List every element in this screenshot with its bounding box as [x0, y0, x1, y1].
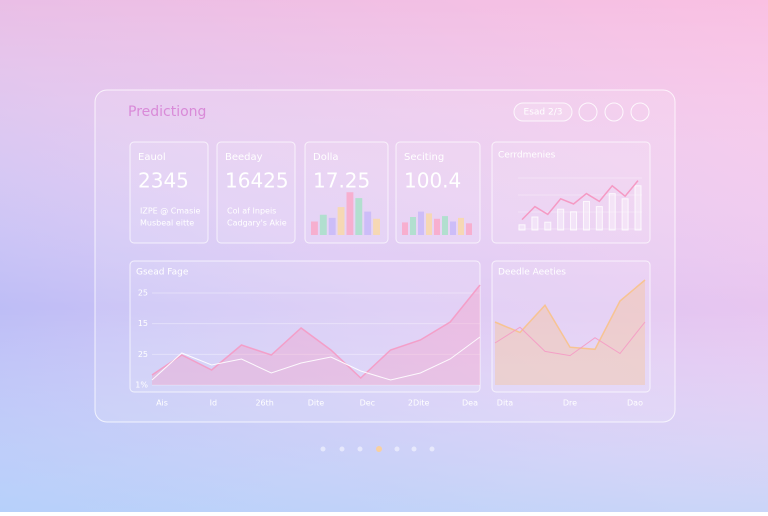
y-label: 25 [138, 289, 148, 298]
x-label: Id [210, 399, 217, 408]
mini-bar [518, 224, 526, 231]
mini-bar [346, 192, 354, 235]
page-dot[interactable] [429, 446, 435, 452]
card-caption: Cadgary's Akie [227, 219, 287, 228]
mini-bar [319, 214, 327, 235]
card-label: Beeday [225, 152, 263, 163]
page-dot[interactable] [411, 446, 417, 452]
x-label: 26th [255, 399, 273, 408]
mini-bar [426, 213, 432, 235]
mini-bar [442, 216, 448, 235]
card-label: Cerrdmenies [498, 151, 556, 161]
mini-bar [311, 221, 318, 235]
x-label: Dea [462, 399, 478, 408]
mini-bar [373, 218, 380, 235]
line [494, 279, 646, 351]
x-label: Dita [497, 399, 514, 408]
card-value: 2345 [138, 169, 189, 193]
card-value: 16425 [225, 169, 289, 193]
mini-bar [582, 200, 590, 231]
card [395, 141, 481, 244]
mini-bar [337, 207, 345, 235]
card-value: 100.4 [404, 169, 461, 193]
card-caption: Musbeal eitte [140, 219, 194, 228]
card-label: Dolla [313, 152, 339, 163]
mini-bar [570, 211, 578, 231]
mini-bar [402, 222, 408, 235]
page-dot[interactable] [357, 446, 363, 452]
card-label: Eauol [138, 152, 166, 163]
card [491, 260, 651, 393]
mini-bar [450, 221, 456, 235]
card [129, 260, 481, 393]
mini-bar [557, 208, 565, 231]
mini-bar [621, 198, 629, 231]
card [129, 141, 209, 244]
mini-bar [364, 211, 372, 235]
icon-button[interactable] [604, 102, 624, 122]
page-dot[interactable] [320, 446, 326, 452]
page-dot[interactable] [394, 446, 400, 452]
icon-button[interactable] [630, 102, 650, 122]
y-label: 25 [138, 350, 148, 359]
mini-bar [544, 221, 552, 231]
period-button[interactable] [513, 102, 573, 122]
mini-bar [608, 193, 616, 231]
x-label: 2Dite [408, 399, 430, 408]
x-label: Ais [156, 399, 168, 408]
pager [320, 446, 435, 452]
card-value: 17.25 [313, 169, 370, 193]
card-caption: IZPE @ Cmasie [140, 207, 200, 216]
mini-bar [418, 211, 424, 235]
mini-bar [466, 223, 472, 235]
x-label: Dite [308, 399, 325, 408]
mini-bar [531, 216, 539, 231]
card [216, 141, 296, 244]
dashboard-title: Predictiong [128, 104, 206, 120]
line [494, 321, 646, 357]
card-caption: Col af Inpeis [227, 207, 276, 216]
x-label: Dao [627, 399, 643, 408]
mini-bar [595, 206, 603, 231]
area [495, 280, 645, 385]
y-label: 1% [135, 381, 148, 390]
mini-bar [634, 185, 642, 231]
page-dot[interactable] [339, 446, 345, 452]
line [151, 284, 481, 380]
mini-bar [355, 198, 363, 235]
mini-bar [328, 217, 336, 235]
mini-bar [458, 217, 464, 235]
page-dot-active[interactable] [376, 446, 382, 452]
x-label: Dre [563, 399, 577, 408]
mini-line [521, 180, 639, 221]
dashboard-panel [94, 89, 676, 423]
card-label: Seciting [404, 152, 444, 163]
icon-button[interactable] [578, 102, 598, 122]
y-label: 15 [138, 319, 148, 328]
mini-bar [434, 218, 440, 235]
line [151, 336, 481, 381]
mini-bar [410, 217, 416, 235]
period-button-label[interactable]: Esad 2/3 [524, 108, 563, 118]
x-label: Dec [360, 399, 375, 408]
chart-title: Gsead Fage [136, 268, 189, 278]
chart-title: Deedle Aeeties [498, 268, 566, 278]
